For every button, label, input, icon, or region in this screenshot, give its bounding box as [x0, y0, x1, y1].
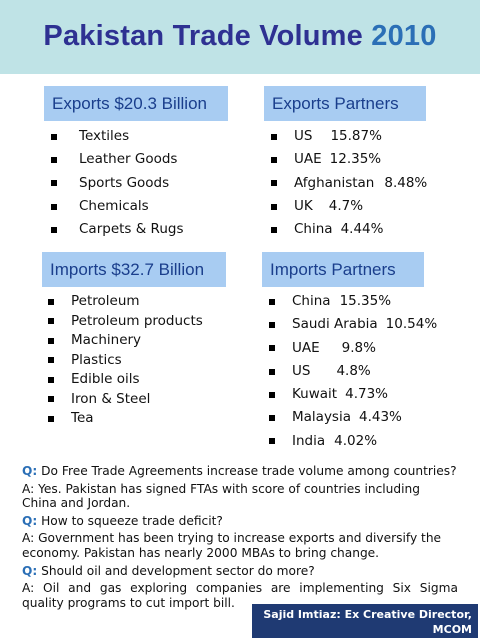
partner-country: Malaysia: [292, 409, 351, 426]
list-item: China 15.35%: [269, 290, 437, 313]
list-item: Afghanistan 8.48%: [271, 172, 427, 195]
partner-share: 8.48%: [384, 174, 428, 191]
partner-share: 4.7%: [328, 197, 364, 214]
partner-country: US: [294, 128, 313, 144]
question-text: Should oil and development sector do mor…: [41, 563, 315, 578]
partner-country: UAE: [294, 151, 322, 168]
partner-share: 4.43%: [359, 409, 402, 426]
partner-country: India: [292, 432, 326, 449]
qa-section: Q: Do Free Trade Agreements increase tra…: [22, 464, 458, 613]
partner-country: China: [292, 293, 331, 309]
partner-share: 4.02%: [334, 432, 378, 449]
answer: A: Oil and gas exploring companies are i…: [22, 581, 458, 610]
title-text: Pakistan Trade Volume: [43, 20, 363, 52]
partner-share: 9.8%: [341, 339, 376, 356]
partner-country: UAE: [292, 339, 320, 356]
question: Q: Do Free Trade Agreements increase tra…: [22, 464, 458, 479]
answer: A: Yes. Pakistan has signed FTAs with sc…: [22, 481, 420, 511]
imports-heading: Imports $32.7 Billion: [42, 252, 226, 287]
partner-country: China: [294, 221, 333, 238]
list-item: UK 4.7%: [271, 195, 427, 218]
partner-country: Afghanistan: [294, 174, 375, 191]
partner-country: Saudi Arabia: [292, 316, 378, 333]
question: Q: Should oil and development sector do …: [22, 564, 458, 579]
list-item: Tea: [48, 409, 203, 429]
imports-list: Petroleum Petroleum products Machinery P…: [48, 292, 203, 429]
question-label: Q:: [22, 464, 38, 478]
answer: A: Government has been trying to increas…: [22, 531, 442, 560]
list-item: Carpets & Rugs: [51, 218, 184, 241]
list-item: China 4.44%: [271, 218, 427, 241]
list-item: US 4.8%: [269, 360, 437, 383]
exports-list: Textiles Leather Goods Sports Goods Chem…: [51, 125, 184, 241]
imports-partners-list: China 15.35% Saudi Arabia 10.54% UAE 9.8% U…: [269, 290, 437, 453]
question-label: Q:: [22, 563, 38, 578]
partner-share: 4.44%: [340, 221, 384, 238]
list-item: Saudi Arabia 10.54%: [269, 313, 437, 336]
question: Q: How to squeeze trade deficit?: [22, 514, 458, 529]
exports-heading: Exports $20.3 Billion: [44, 86, 228, 121]
list-item: Iron & Steel: [48, 390, 203, 410]
partner-share: 15.87%: [330, 128, 382, 144]
list-item: Malaysia 4.43%: [269, 406, 437, 429]
partner-country: US: [292, 362, 311, 379]
list-item: India 4.02%: [269, 430, 437, 453]
list-item: Petroleum products: [48, 312, 203, 332]
question-label: Q:: [22, 513, 38, 528]
author-org: MCOM: [432, 623, 472, 636]
author-line: Sajid Imtiaz: Ex Creative Director,: [263, 608, 472, 621]
header-banner: Pakistan Trade Volume 2010: [0, 0, 480, 74]
list-item: Kuwait 4.73%: [269, 383, 437, 406]
list-item: Plastics: [48, 351, 203, 371]
list-item: Petroleum: [48, 292, 203, 312]
partner-share: 12.35%: [329, 151, 382, 168]
exports-partners-list: US 15.87% UAE 12.35% Afghanistan 8.48% UK 4.…: [271, 125, 427, 241]
exports-partners-heading: Exports Partners: [264, 86, 426, 121]
list-item: Sports Goods: [51, 172, 184, 195]
title-year: 2010: [371, 20, 437, 52]
page-title: Pakistan Trade Volume 2010: [0, 0, 480, 53]
list-item: US 15.87%: [271, 125, 427, 148]
author-credit: Sajid Imtiaz: Ex Creative Director, MCOM: [252, 604, 478, 638]
list-item: UAE 9.8%: [269, 337, 437, 360]
list-item: Machinery: [48, 331, 203, 351]
partner-country: UK: [294, 197, 313, 214]
partner-share: 4.73%: [345, 386, 388, 403]
partner-share: 4.8%: [336, 362, 371, 379]
list-item: Edible oils: [48, 370, 203, 390]
partner-share: 10.54%: [385, 316, 438, 333]
question-text: How to squeeze trade deficit?: [41, 513, 223, 528]
question-text: Do Free Trade Agreements increase trade …: [41, 464, 457, 478]
list-item: Textiles: [51, 125, 184, 148]
list-item: Chemicals: [51, 195, 184, 218]
imports-partners-heading: Imports Partners: [262, 252, 424, 287]
partner-country: Kuwait: [292, 386, 338, 403]
partner-share: 15.35%: [339, 293, 392, 309]
list-item: UAE 12.35%: [271, 148, 427, 171]
list-item: Leather Goods: [51, 148, 184, 171]
